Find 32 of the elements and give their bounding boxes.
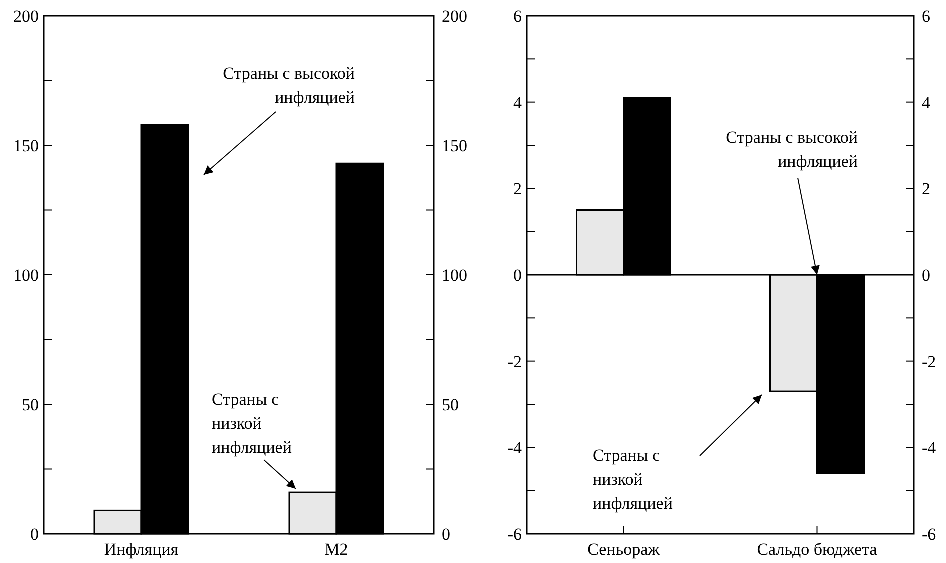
y2-tick-label: 150 <box>442 136 468 156</box>
annotation: Страны с высокой инфляцией <box>223 64 355 107</box>
y-tick-label: 2 <box>514 180 522 199</box>
y-tick-label: 200 <box>14 7 39 26</box>
y2-tick-label: 200 <box>442 7 468 26</box>
y2-tick-label: -6 <box>922 525 936 544</box>
y-tick-label: 4 <box>514 93 522 112</box>
y-tick-label: 0 <box>30 525 39 544</box>
y2-tick-label: 6 <box>922 7 930 26</box>
annotation: Страны с высокой инфляцией <box>726 128 858 171</box>
x-tick-label: Сеньораж <box>588 540 660 559</box>
y-tick-label: 6 <box>514 7 522 26</box>
y-tick-label: -2 <box>508 352 522 372</box>
y2-tick-label: -2 <box>922 352 936 372</box>
annotation: Страны с низкой инфляцией <box>212 390 292 457</box>
y-tick-label: -4 <box>508 438 522 458</box>
annotation: Страны с низкой инфляцией <box>593 446 673 513</box>
x-tick-label: M2 <box>324 540 348 559</box>
y2-tick-label: -4 <box>922 438 937 458</box>
x-tick-label: Инфляция <box>104 540 179 559</box>
y-tick-label: 100 <box>14 266 39 285</box>
y2-tick-label: 100 <box>442 266 468 285</box>
y2-tick-label: 50 <box>442 396 459 414</box>
y2-tick-label: 4 <box>922 93 931 112</box>
y-tick-label: 50 <box>22 396 39 414</box>
y2-tick-label: 2 <box>922 180 930 199</box>
y-tick-label: -6 <box>508 525 522 544</box>
y-tick-label: 0 <box>514 266 522 285</box>
x-tick-label: Сальдо бюджета <box>757 540 878 559</box>
y2-tick-label: 0 <box>922 266 930 285</box>
y2-tick-label: 0 <box>442 525 450 544</box>
y-tick-label: 150 <box>14 136 39 156</box>
